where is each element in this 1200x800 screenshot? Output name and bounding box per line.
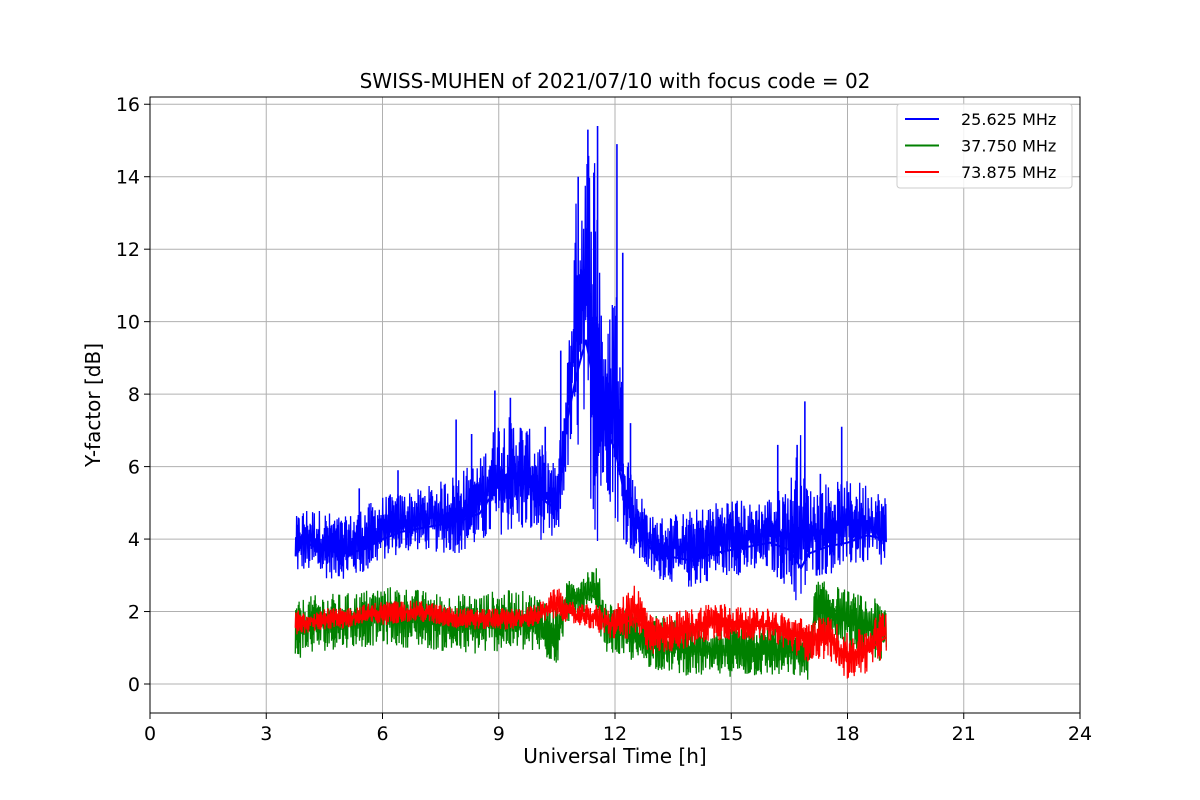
y-tick-label: 0 bbox=[128, 674, 140, 696]
series-line bbox=[295, 603, 887, 660]
y-tick-label: 12 bbox=[116, 239, 140, 261]
x-tick-label: 24 bbox=[1068, 723, 1092, 745]
y-tick-label: 4 bbox=[128, 529, 140, 551]
y-tick-label: 2 bbox=[128, 602, 140, 624]
y-tick-label: 6 bbox=[128, 457, 140, 479]
series-trace bbox=[294, 155, 887, 601]
x-tick-label: 15 bbox=[719, 723, 743, 745]
legend-box bbox=[896, 103, 1073, 189]
x-axis-label: Universal Time [h] bbox=[523, 744, 706, 768]
legend-entry: 25.625 MHz bbox=[961, 110, 1056, 129]
series-trace bbox=[294, 585, 887, 679]
chart-title: SWISS-MUHEN of 2021/07/10 with focus cod… bbox=[360, 69, 871, 93]
x-tick-label: 6 bbox=[376, 723, 388, 745]
x-tick-label: 9 bbox=[493, 723, 505, 745]
x-tick-label: 21 bbox=[952, 723, 976, 745]
series-line bbox=[294, 339, 887, 571]
y-axis-label: Y-factor [dB] bbox=[81, 343, 105, 468]
legend: 25.625 MHz 37.750 MHz 73.875 MHz bbox=[896, 103, 1073, 189]
x-tick-label: 12 bbox=[603, 723, 627, 745]
y-tick-label: 14 bbox=[116, 167, 140, 189]
x-tick-label: 0 bbox=[144, 723, 156, 745]
x-tick-label: 18 bbox=[835, 723, 859, 745]
y-tick-label: 16 bbox=[116, 94, 140, 116]
series-3 bbox=[294, 585, 887, 679]
series-layer bbox=[294, 125, 887, 680]
series-1 bbox=[294, 125, 887, 601]
legend-entry: 73.875 MHz bbox=[961, 163, 1056, 182]
y-tick-label: 10 bbox=[116, 312, 140, 334]
x-tick-label: 3 bbox=[260, 723, 272, 745]
y-tick-label: 8 bbox=[128, 384, 140, 406]
legend-entry: 37.750 MHz bbox=[961, 137, 1056, 156]
